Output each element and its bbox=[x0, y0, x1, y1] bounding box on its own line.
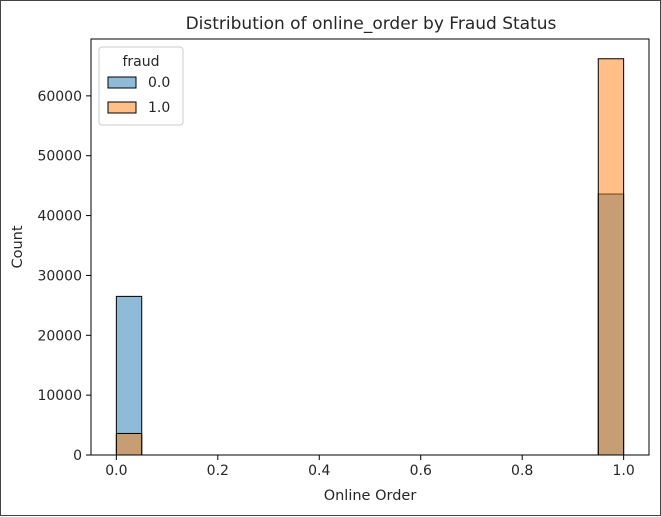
legend-label-0: 0.0 bbox=[148, 75, 170, 91]
x-tick-label: 0.6 bbox=[410, 463, 432, 479]
legend-swatch-0 bbox=[107, 76, 137, 89]
legend-swatch-1 bbox=[107, 101, 137, 114]
x-tick-label: 1.0 bbox=[613, 463, 635, 479]
y-axis-label: Count bbox=[10, 225, 26, 268]
legend-title: fraud bbox=[122, 54, 159, 70]
bar-series1-bin1 bbox=[597, 58, 625, 456]
x-tick-label: 0.0 bbox=[105, 463, 127, 479]
x-tick-label: 0.4 bbox=[308, 463, 330, 479]
bars-layer bbox=[115, 58, 625, 456]
y-tick-label: 10000 bbox=[37, 388, 82, 404]
y-tick-label: 60000 bbox=[37, 89, 82, 105]
x-tick-label: 0.8 bbox=[511, 463, 533, 479]
bar-series1-bin0 bbox=[115, 432, 143, 456]
x-tick-label: 0.2 bbox=[207, 463, 229, 479]
y-tick-label: 20000 bbox=[37, 328, 82, 344]
y-tick-label: 0 bbox=[73, 448, 82, 464]
x-axis-label: Online Order bbox=[324, 488, 417, 504]
bar-series0-bin0 bbox=[115, 295, 143, 456]
y-axis-ticks: 0 10000 20000 30000 40000 50000 60000 bbox=[37, 89, 91, 464]
x-axis-ticks: 0.0 0.2 0.4 0.6 0.8 1.0 bbox=[105, 455, 635, 479]
y-tick-label: 40000 bbox=[37, 209, 82, 225]
y-tick-label: 50000 bbox=[37, 149, 82, 165]
plot-area bbox=[90, 38, 650, 456]
chart-title: Distribution of online_order by Fraud St… bbox=[186, 14, 557, 34]
legend: fraud 0.0 1.0 bbox=[98, 46, 184, 126]
legend-label-1: 1.0 bbox=[148, 100, 170, 116]
y-tick-label: 30000 bbox=[37, 268, 82, 284]
